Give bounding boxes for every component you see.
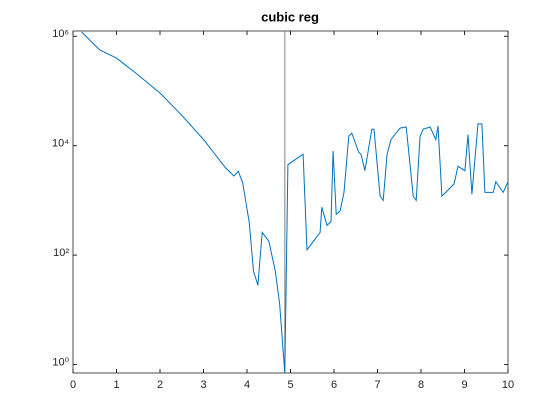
y-tick-label: 10² xyxy=(53,247,69,259)
y-tick-label: 10⁴ xyxy=(52,138,69,150)
x-tick-label: 1 xyxy=(113,379,119,391)
x-tick-label: 5 xyxy=(287,379,293,391)
x-tick-label: 10 xyxy=(502,379,514,391)
x-tick-label: 6 xyxy=(331,379,337,391)
y-tick-label: 10⁶ xyxy=(52,28,69,40)
x-tick-label: 3 xyxy=(200,379,206,391)
x-tick-label: 8 xyxy=(418,379,424,391)
plot-area xyxy=(72,30,509,374)
chart-title: cubic reg xyxy=(261,9,319,24)
y-tick-label: 10⁰ xyxy=(52,356,69,368)
x-tick-label: 7 xyxy=(374,379,380,391)
x-tick-label: 4 xyxy=(244,379,250,391)
x-tick-label: 2 xyxy=(157,379,163,391)
x-tick-label: 9 xyxy=(461,379,467,391)
x-tick-label: 0 xyxy=(70,379,76,391)
data-line xyxy=(81,31,509,374)
